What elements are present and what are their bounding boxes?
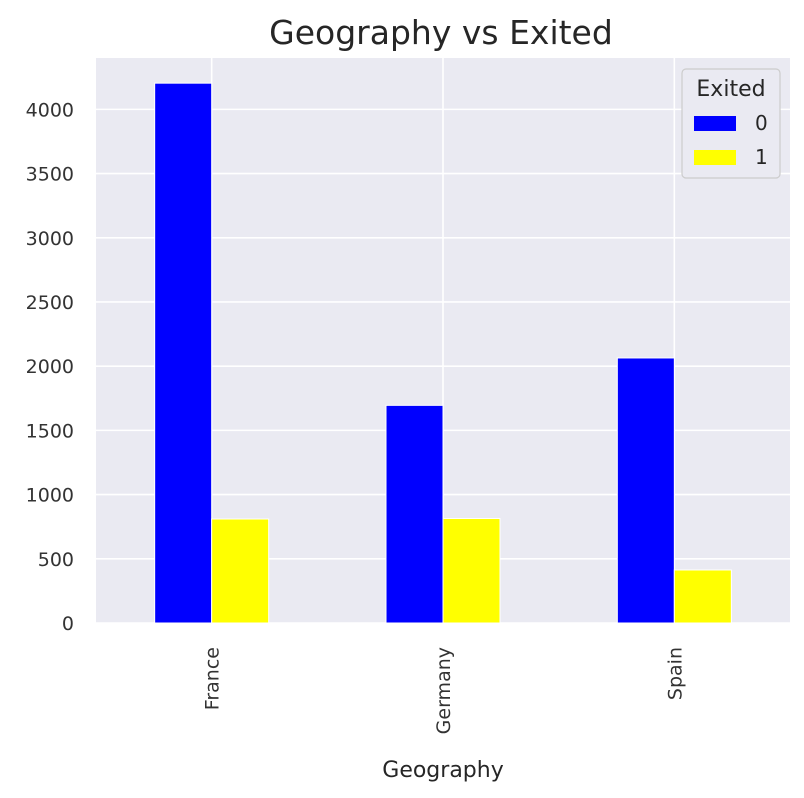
y-axis: 0 500 1000 1500 2000 2500 3000 3500 4000 [26, 99, 74, 635]
y-tick-label: 500 [38, 549, 74, 571]
bar-germany-exited-1 [442, 517, 501, 624]
bar-france-exited-1 [211, 518, 270, 624]
y-tick-label: 1500 [26, 420, 74, 442]
x-axis-label: Geography [382, 758, 503, 783]
legend: Exited 0 1 [681, 68, 781, 179]
y-tick-label: 2500 [26, 292, 74, 314]
bar-spain-exited-0 [616, 357, 675, 624]
legend-label-1: 1 [755, 145, 768, 169]
legend-swatch-0 [694, 116, 736, 131]
y-tick-label: 0 [62, 613, 74, 635]
legend-title: Exited [696, 77, 765, 102]
bars [154, 82, 732, 624]
x-axis: France Germany Spain [202, 647, 687, 734]
bar-spain-exited-1 [673, 569, 732, 624]
legend-swatch-1 [694, 150, 736, 165]
legend-label-0: 0 [755, 111, 768, 135]
x-tick-label-france: France [202, 647, 224, 710]
x-tick-label-spain: Spain [664, 647, 686, 700]
y-tick-label: 2000 [26, 356, 74, 378]
y-tick-label: 3500 [26, 164, 74, 186]
y-tick-label: 1000 [26, 485, 74, 507]
y-tick-label: 3000 [26, 228, 74, 250]
chart-title: Geography vs Exited [269, 13, 613, 52]
x-tick-label-germany: Germany [433, 647, 455, 734]
y-tick-label: 4000 [26, 99, 74, 121]
bar-germany-exited-0 [385, 404, 444, 624]
bar-france-exited-0 [154, 82, 213, 624]
